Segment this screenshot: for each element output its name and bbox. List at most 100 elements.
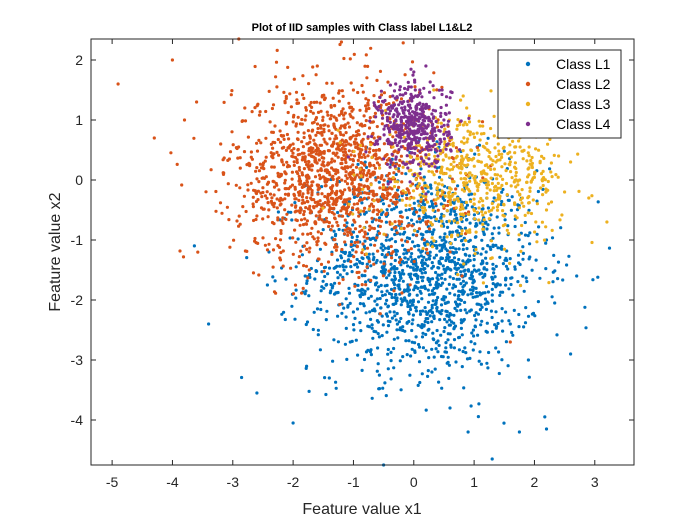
data-point [343, 218, 347, 222]
data-point [352, 328, 356, 332]
data-point [502, 145, 506, 149]
data-point [270, 154, 274, 158]
data-point [470, 270, 474, 274]
data-point [435, 140, 439, 144]
data-point [505, 249, 509, 253]
data-point [341, 94, 345, 98]
data-point [398, 100, 403, 104]
data-point [524, 306, 528, 310]
data-point [536, 300, 541, 304]
data-point [284, 187, 288, 191]
data-point [388, 83, 392, 87]
data-point [386, 180, 390, 184]
data-point [511, 293, 515, 297]
data-point [348, 137, 352, 141]
data-point [382, 91, 386, 95]
data-point [428, 134, 432, 138]
data-point [457, 225, 461, 229]
data-point [253, 64, 257, 69]
data-point [522, 204, 526, 208]
data-point [476, 185, 480, 189]
data-point [490, 330, 495, 334]
data-point [251, 202, 255, 206]
data-point [346, 230, 350, 234]
data-point [454, 360, 458, 364]
data-point [306, 191, 310, 195]
data-point [422, 175, 426, 179]
data-point [352, 255, 356, 259]
data-point [287, 137, 291, 141]
data-point [414, 335, 418, 339]
data-point [399, 97, 404, 101]
data-point [471, 348, 475, 352]
data-point [363, 155, 367, 159]
data-point [418, 380, 422, 385]
data-point [291, 252, 295, 256]
data-point [368, 119, 372, 123]
data-point [204, 190, 208, 194]
data-point [429, 119, 433, 123]
data-point [559, 226, 563, 230]
data-point [424, 258, 428, 262]
points-layer [116, 37, 612, 467]
data-point [393, 314, 397, 318]
data-point [284, 277, 288, 281]
data-point [258, 162, 262, 166]
legend-label: Class L2 [556, 76, 611, 92]
data-point [320, 95, 324, 99]
data-point [363, 163, 367, 167]
data-point [395, 299, 399, 303]
data-point [372, 329, 376, 333]
data-point [292, 163, 296, 167]
data-point [366, 98, 371, 102]
data-point [335, 199, 339, 203]
data-point [255, 391, 259, 395]
data-point [377, 285, 381, 289]
data-point [418, 312, 423, 316]
data-point [329, 186, 333, 190]
data-point [415, 233, 419, 237]
data-point [342, 306, 346, 310]
data-point [342, 117, 346, 121]
data-point [330, 250, 334, 254]
data-point [394, 108, 398, 112]
data-point [393, 141, 397, 145]
data-point [457, 336, 461, 340]
data-point [397, 124, 401, 128]
data-point [399, 316, 403, 321]
data-point [477, 143, 482, 147]
data-point [340, 214, 345, 218]
data-point [401, 139, 406, 143]
data-point [447, 255, 451, 259]
data-point [481, 281, 485, 285]
data-point [360, 201, 364, 205]
data-point [444, 346, 448, 350]
data-point [491, 277, 495, 281]
data-point [285, 165, 290, 169]
data-point [307, 82, 311, 86]
data-point [347, 172, 351, 176]
data-point [437, 175, 442, 179]
data-point [462, 262, 466, 266]
data-point [333, 245, 337, 249]
data-point [380, 252, 384, 257]
data-point [274, 181, 278, 186]
data-point [503, 162, 507, 166]
data-point [257, 180, 261, 184]
data-point [243, 119, 248, 123]
data-point [460, 212, 464, 217]
data-point [494, 310, 498, 314]
data-point [332, 266, 336, 270]
data-point [320, 218, 324, 222]
data-point [459, 239, 464, 243]
data-point [377, 373, 381, 377]
data-point [435, 125, 439, 129]
data-point [408, 160, 412, 164]
data-point [421, 110, 425, 114]
data-point [389, 198, 393, 202]
data-point [533, 314, 537, 318]
data-point [485, 321, 489, 325]
data-point [495, 205, 499, 209]
data-point [329, 196, 333, 200]
y-tick-label: -2 [71, 292, 84, 308]
